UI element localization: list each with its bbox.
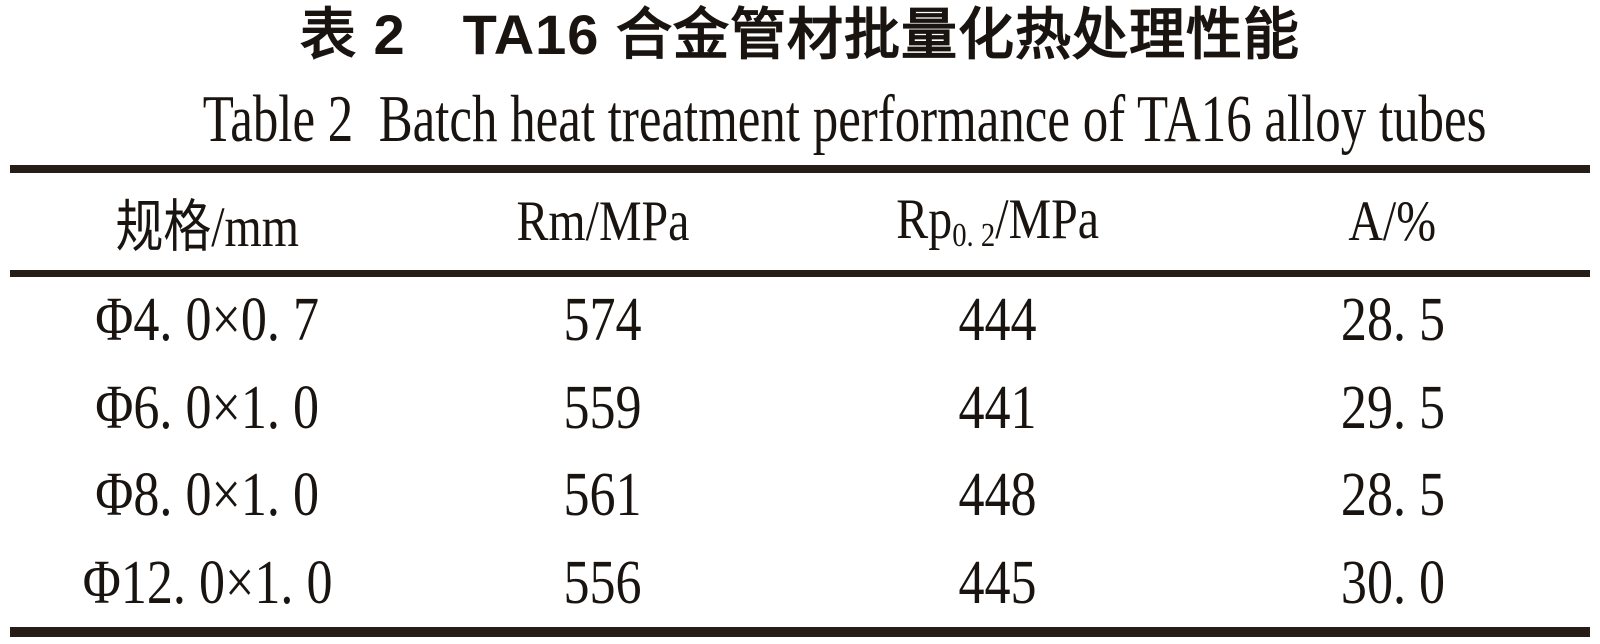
column-header-elongation-label: A/% bbox=[1348, 190, 1437, 253]
cell-rp02: 445 bbox=[800, 548, 1195, 619]
cell-elongation: 28. 5 bbox=[1195, 285, 1590, 356]
cell-rp02: 441 bbox=[800, 373, 1195, 444]
cell-rp02-value: 448 bbox=[958, 461, 1037, 530]
cell-spec-value: Φ6. 0×1. 0 bbox=[95, 373, 320, 442]
table-caption-en-text: Table 2 Batch heat treatment performance… bbox=[202, 82, 1487, 156]
column-header-rp02-prefix: Rp bbox=[896, 188, 953, 252]
column-header-spec-label: 规格/mm bbox=[115, 195, 300, 259]
cell-spec: Φ4. 0×0. 7 bbox=[10, 285, 405, 356]
column-header-elongation: A/% bbox=[1195, 189, 1590, 254]
cell-spec-value: Φ12. 0×1. 0 bbox=[82, 548, 333, 617]
table-bottom-rule bbox=[10, 627, 1590, 637]
cell-rp02-value: 445 bbox=[958, 548, 1037, 617]
cell-rm: 556 bbox=[405, 548, 800, 619]
column-header-rm-label: Rm/MPa bbox=[516, 190, 689, 253]
cell-spec-value: Φ8. 0×1. 0 bbox=[95, 461, 320, 530]
table-row: Φ12. 0×1. 0 556 445 30. 0 bbox=[10, 540, 1590, 628]
data-table: 规格/mm Rm/MPa Rp0. 2/MPa A/% Φ4. 0×0. 7 5… bbox=[10, 165, 1590, 637]
table-top-rule bbox=[10, 165, 1590, 173]
cell-spec: Φ12. 0×1. 0 bbox=[10, 548, 405, 619]
cell-rp02: 448 bbox=[800, 460, 1195, 531]
cell-spec-value: Φ4. 0×0. 7 bbox=[95, 286, 320, 355]
cell-rm-value: 561 bbox=[563, 461, 642, 530]
cell-rp02-value: 441 bbox=[958, 373, 1037, 442]
cell-rp02-value: 444 bbox=[958, 286, 1037, 355]
cell-rm-value: 574 bbox=[563, 286, 642, 355]
cell-rm-value: 559 bbox=[563, 373, 642, 442]
cell-spec: Φ8. 0×1. 0 bbox=[10, 460, 405, 531]
cell-rm: 574 bbox=[405, 285, 800, 356]
cell-elongation: 28. 5 bbox=[1195, 460, 1590, 531]
table-row: Φ6. 0×1. 0 559 441 29. 5 bbox=[10, 365, 1590, 453]
cell-elongation-value: 29. 5 bbox=[1340, 373, 1445, 442]
column-header-rp02-subscript: 0. 2 bbox=[952, 217, 996, 255]
column-header-rp02-suffix: /MPa bbox=[995, 188, 1099, 252]
table-row: Φ4. 0×0. 7 574 444 28. 5 bbox=[10, 277, 1590, 365]
table-caption-en: Table 2 Batch heat treatment performance… bbox=[0, 82, 1600, 156]
cell-elongation-value: 30. 0 bbox=[1340, 548, 1445, 617]
cell-elongation: 29. 5 bbox=[1195, 373, 1590, 444]
table-header-row: 规格/mm Rm/MPa Rp0. 2/MPa A/% bbox=[10, 173, 1590, 270]
column-header-spec: 规格/mm bbox=[10, 181, 405, 263]
column-header-rm: Rm/MPa bbox=[405, 189, 800, 254]
table-caption-zh: 表 2 TA16 合金管材批量化热处理性能 bbox=[299, 3, 1301, 66]
cell-elongation-value: 28. 5 bbox=[1340, 286, 1445, 355]
cell-rm: 559 bbox=[405, 373, 800, 444]
cell-elongation-value: 28. 5 bbox=[1340, 461, 1445, 530]
table-row: Φ8. 0×1. 0 561 448 28. 5 bbox=[10, 452, 1590, 540]
table-body: Φ4. 0×0. 7 574 444 28. 5 Φ6. 0×1. 0 559 … bbox=[10, 277, 1590, 627]
column-header-rp02: Rp0. 2/MPa bbox=[800, 187, 1195, 255]
cell-spec: Φ6. 0×1. 0 bbox=[10, 373, 405, 444]
cell-rm-value: 556 bbox=[563, 548, 642, 617]
table-header-rule bbox=[10, 270, 1590, 277]
cell-rp02: 444 bbox=[800, 285, 1195, 356]
cell-elongation: 30. 0 bbox=[1195, 548, 1590, 619]
column-header-rp02-label: Rp0. 2/MPa bbox=[896, 187, 1099, 255]
cell-rm: 561 bbox=[405, 460, 800, 531]
